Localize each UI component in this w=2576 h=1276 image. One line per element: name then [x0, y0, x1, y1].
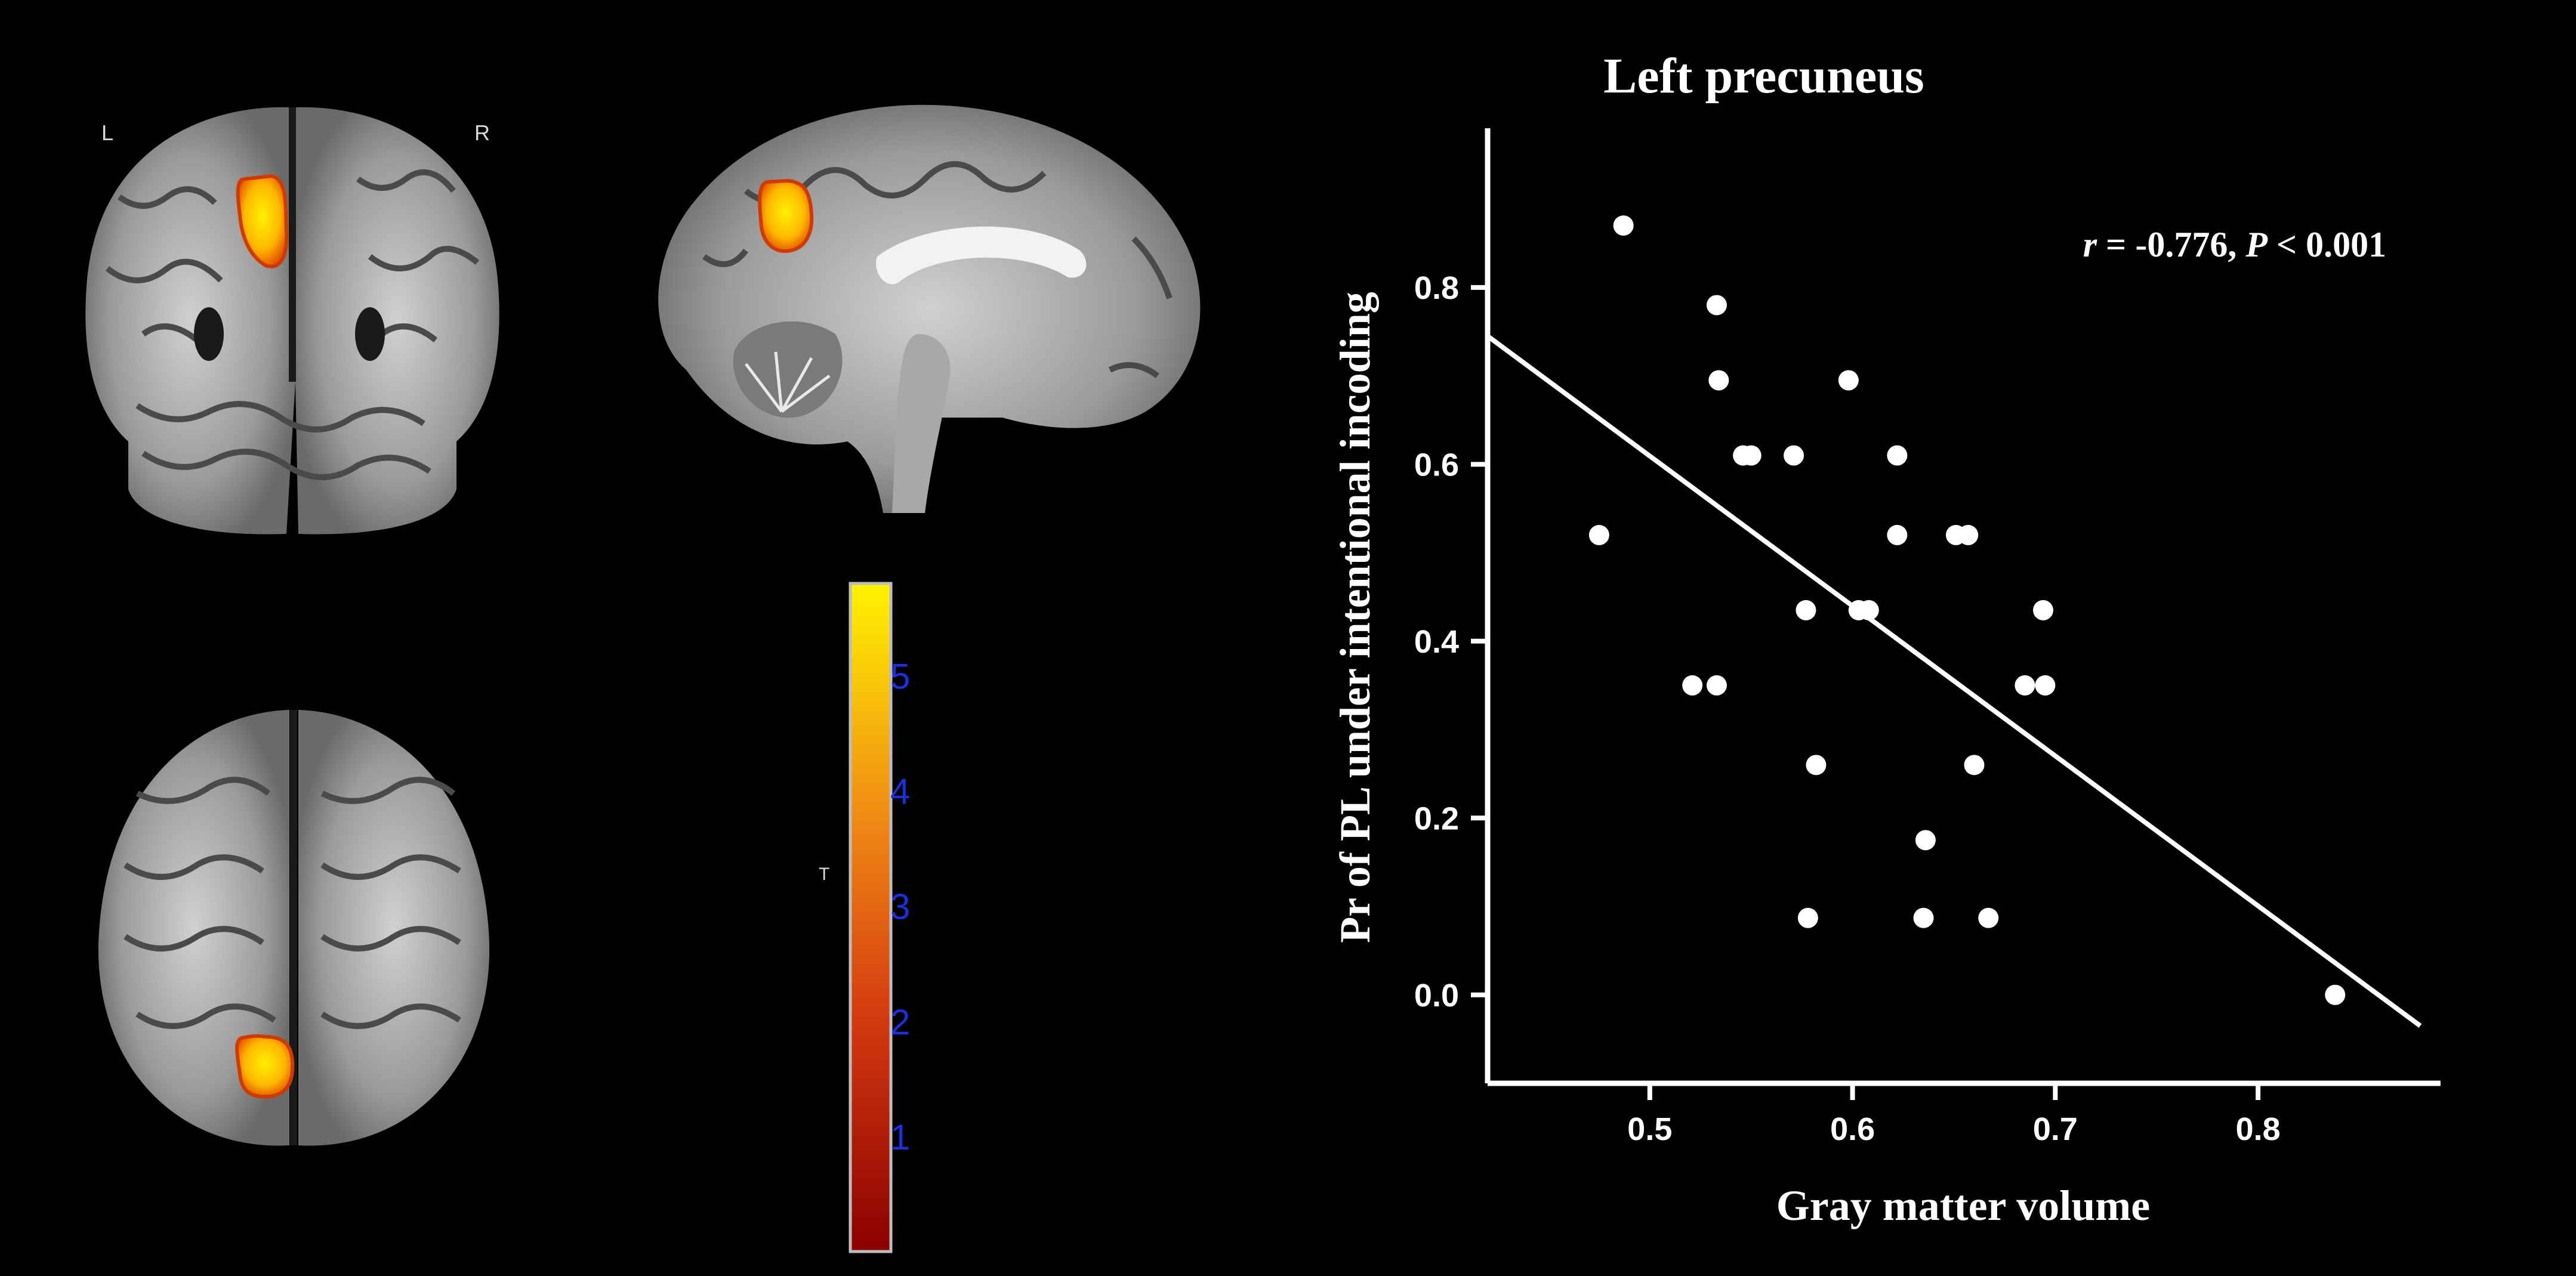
data-point [2033, 600, 2054, 620]
coronal-sulci [105, 169, 480, 480]
axial-brain-slice [98, 710, 490, 1146]
annotation-p-symbol: P [2245, 225, 2268, 264]
x-axis-title: Gray matter volume [1776, 1182, 2150, 1229]
data-point [2035, 675, 2056, 696]
data-point [1913, 907, 1934, 928]
data-point [1887, 445, 1908, 466]
colorbar-tick-label: 1 [890, 1117, 910, 1157]
data-point [1588, 524, 1609, 545]
data-point [1706, 675, 1727, 696]
coronal-left-ventricle [194, 307, 224, 361]
y-tick-label: 0.2 [1414, 801, 1459, 836]
annotation-p-value: < 0.001 [2268, 225, 2386, 264]
y-axis-ticks: 0.0 0.2 0.4 0.6 0.8 [1414, 270, 1488, 1014]
data-point [1806, 755, 1827, 776]
y-tick-label: 0.6 [1414, 447, 1459, 483]
data-point [2325, 984, 2346, 1005]
y-tick-label: 0.8 [1414, 270, 1459, 306]
data-point [1706, 295, 1727, 316]
data-point [1964, 755, 1985, 776]
data-point [2014, 675, 2035, 696]
annotation-r-symbol: r [2083, 225, 2097, 264]
data-point [1682, 675, 1703, 696]
data-point [1741, 445, 1761, 466]
coronal-right-ventricle [355, 307, 385, 361]
scatter-plot: Left precuneus r = -0.776, P < 0.001 0.0… [1331, 48, 2441, 1229]
data-point [1708, 370, 1729, 391]
colorbar-tick-label: 2 [890, 1002, 910, 1042]
corpus-callosum [876, 226, 1087, 285]
y-tick-label: 0.4 [1414, 624, 1459, 660]
correlation-annotation: r = -0.776, P < 0.001 [2083, 225, 2386, 264]
axial-activation-cluster [235, 1034, 295, 1099]
coronal-left-hemisphere [85, 107, 295, 535]
x-tick-label: 0.5 [1627, 1111, 1672, 1147]
data-point [1858, 600, 1879, 620]
axial-sulci [124, 777, 461, 1029]
colorbar-tick-label: 3 [890, 887, 910, 927]
colorbar-tick-label: 5 [890, 656, 910, 696]
coronal-right-hemisphere [295, 107, 499, 535]
brainstem [892, 334, 951, 513]
left-hemisphere-label: L [101, 121, 113, 145]
annotation-r-value: = -0.776, [2097, 225, 2245, 264]
axial-right-hemisphere [298, 710, 490, 1146]
y-axis-title: Pr of PL under intentional incoding [1331, 292, 1379, 943]
colorbar-tick-label: 4 [890, 772, 910, 812]
colorbar-gradient [849, 582, 893, 1253]
data-point [1796, 600, 1816, 620]
chart-title: Left precuneus [1603, 48, 1924, 104]
x-axis-ticks: 0.5 0.6 0.7 0.8 [1627, 1083, 2281, 1147]
sagittal-activation-cluster [758, 178, 814, 253]
colorbar-title: T [819, 864, 829, 884]
data-points [1588, 215, 2346, 1005]
x-tick-label: 0.6 [1830, 1111, 1875, 1147]
data-point [1797, 907, 1818, 928]
coronal-activation-cluster [236, 174, 289, 268]
data-point [1915, 830, 1936, 851]
data-point [1958, 524, 1979, 545]
cerebellum [733, 321, 843, 418]
x-tick-label: 0.7 [2033, 1111, 2078, 1147]
data-point [1978, 907, 1999, 928]
data-point [1613, 215, 1634, 236]
colorbar-tick-labels: 1 2 3 4 5 [890, 656, 910, 1157]
colorbar: T 1 2 3 4 5 [819, 582, 910, 1253]
x-tick-label: 0.8 [2236, 1111, 2281, 1147]
data-point [1784, 445, 1804, 466]
coronal-brain-slice: L R [85, 107, 499, 535]
data-point [1887, 524, 1908, 545]
right-hemisphere-label: R [474, 121, 490, 145]
y-tick-label: 0.0 [1414, 978, 1459, 1014]
regression-line [1486, 334, 2422, 1028]
cerebellum-arbor [745, 351, 831, 413]
data-point [1838, 370, 1859, 391]
sagittal-brain-slice [658, 104, 1201, 513]
